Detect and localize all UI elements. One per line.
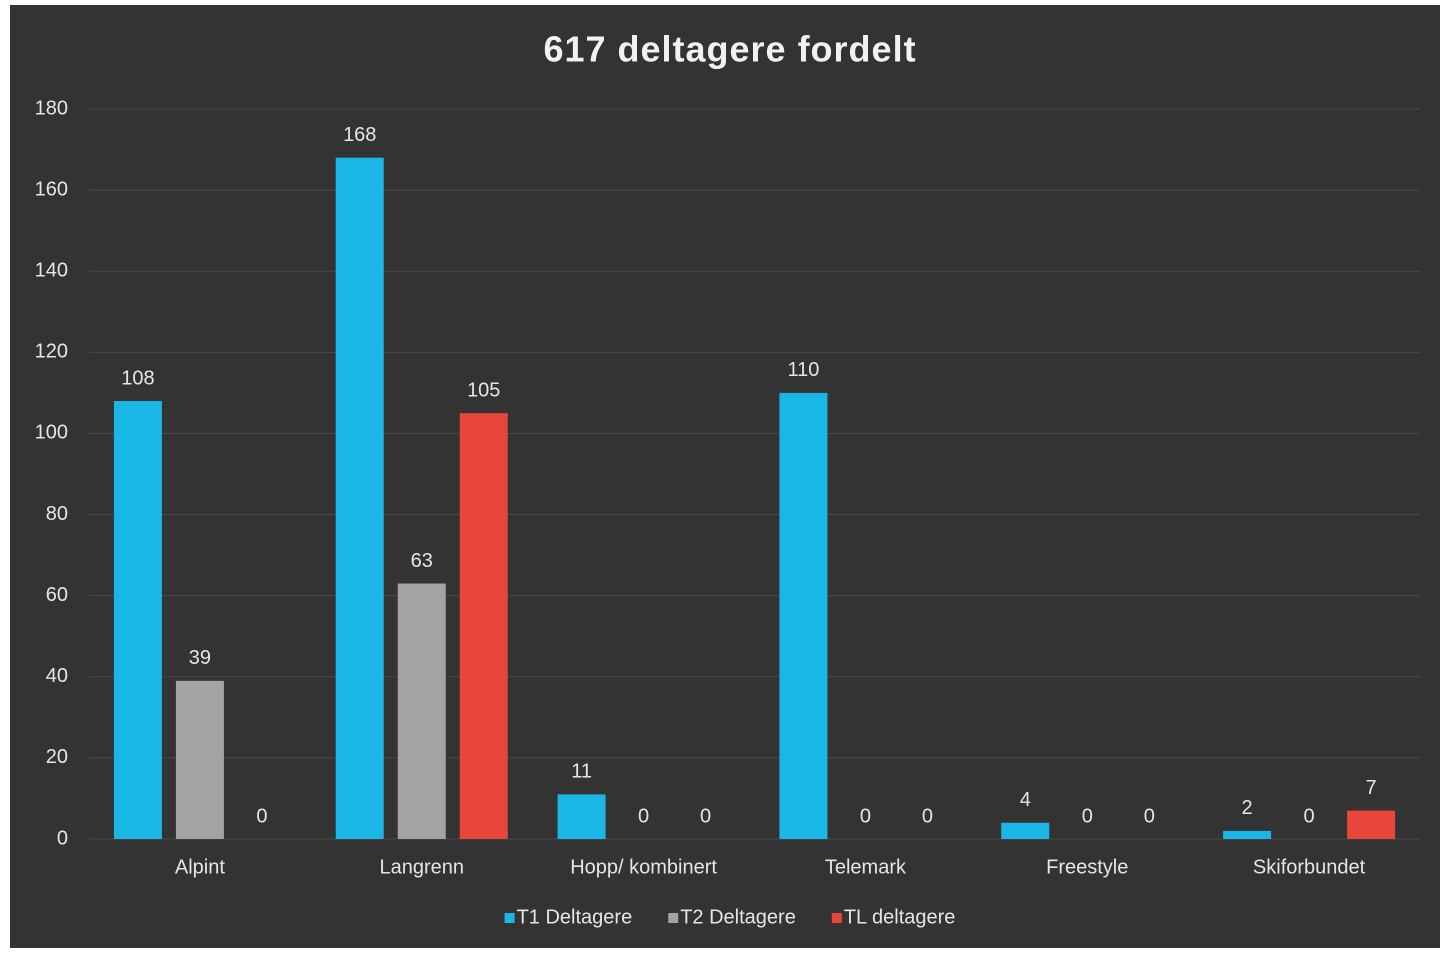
y-tick-label: 80 bbox=[46, 503, 68, 525]
legend-label: T2 Deltagere bbox=[680, 906, 796, 928]
data-label: 63 bbox=[411, 550, 433, 572]
bar bbox=[113, 401, 162, 839]
legend-label: TL deltagere bbox=[844, 906, 956, 928]
data-label: 105 bbox=[467, 379, 500, 401]
data-label: 7 bbox=[1366, 777, 1377, 799]
x-tick-label: Freestyle bbox=[1046, 856, 1128, 878]
data-label: 0 bbox=[638, 805, 649, 827]
bar bbox=[397, 583, 446, 839]
legend-swatch bbox=[831, 913, 842, 923]
y-tick-label: 0 bbox=[57, 827, 68, 849]
x-tick-label: Telemark bbox=[825, 856, 907, 878]
chart-background bbox=[10, 5, 1440, 948]
data-label: 2 bbox=[1242, 797, 1253, 819]
y-tick-label: 40 bbox=[46, 665, 68, 687]
data-label: 39 bbox=[189, 647, 211, 669]
bar bbox=[1223, 830, 1272, 839]
data-label: 168 bbox=[343, 124, 376, 146]
legend-swatch bbox=[668, 913, 679, 923]
legend-swatch bbox=[504, 913, 515, 923]
bar bbox=[175, 680, 224, 839]
data-label: 0 bbox=[860, 805, 871, 827]
y-tick-label: 100 bbox=[35, 422, 68, 444]
data-label: 0 bbox=[1082, 805, 1093, 827]
data-label: 0 bbox=[700, 805, 711, 827]
data-label: 4 bbox=[1020, 789, 1031, 811]
x-tick-label: Hopp/ kombinert bbox=[570, 856, 717, 878]
bar bbox=[1347, 810, 1396, 839]
y-tick-label: 120 bbox=[35, 341, 68, 363]
legend-label: T1 Deltagere bbox=[517, 906, 633, 928]
x-tick-label: Alpint bbox=[175, 856, 225, 878]
bar bbox=[1001, 822, 1050, 839]
data-label: 0 bbox=[256, 805, 267, 827]
x-tick-label: Langrenn bbox=[379, 856, 464, 878]
bar bbox=[779, 392, 828, 839]
chart-title: 617 deltagere fordelt bbox=[543, 29, 916, 70]
y-tick-label: 140 bbox=[35, 260, 68, 282]
data-label: 108 bbox=[121, 367, 154, 389]
data-label: 0 bbox=[1304, 805, 1315, 827]
bar bbox=[335, 157, 384, 839]
data-label: 0 bbox=[1144, 805, 1155, 827]
y-tick-label: 20 bbox=[46, 746, 68, 768]
y-tick-label: 160 bbox=[35, 178, 68, 200]
data-label: 11 bbox=[571, 761, 592, 783]
y-tick-label: 180 bbox=[35, 97, 68, 119]
data-label: 110 bbox=[787, 359, 819, 381]
y-tick-label: 60 bbox=[46, 584, 68, 606]
x-tick-label: Skiforbundet bbox=[1253, 856, 1366, 878]
bar bbox=[557, 794, 606, 839]
bar bbox=[459, 413, 508, 839]
data-label: 0 bbox=[922, 805, 933, 827]
